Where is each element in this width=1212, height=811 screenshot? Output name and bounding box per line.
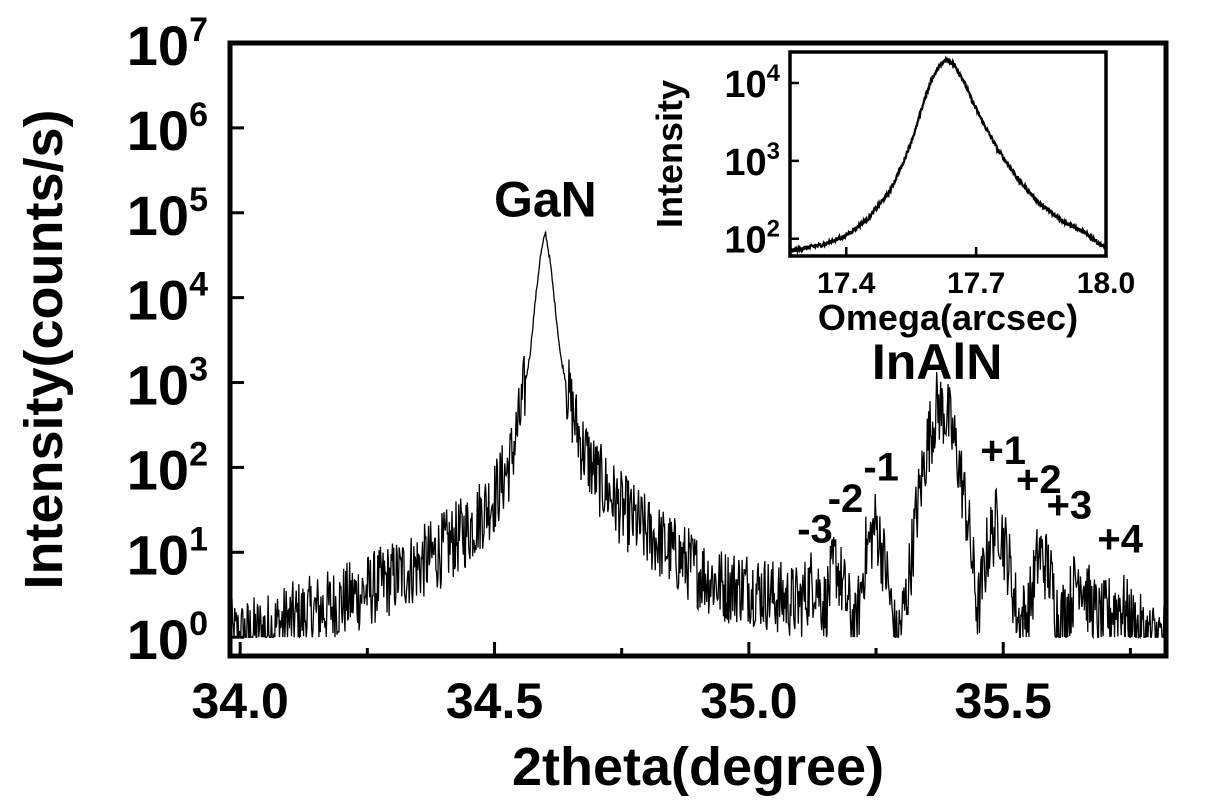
main-trace xyxy=(229,231,1167,640)
y-tick-label: 102 xyxy=(724,216,780,262)
main-ticks: 34.0 34.5 35.0 35.5 100 101 102 103 104 105 106 107 xyxy=(127,11,1132,729)
inset-background xyxy=(790,52,1106,256)
main-plot-frame xyxy=(227,40,1169,659)
y-tick-label: 103 xyxy=(724,138,780,184)
y-tick-label: 106 xyxy=(127,96,208,162)
inset-ticks: 17.4 17.7 18.0 102 103 104 xyxy=(724,60,1135,300)
x-tick-label: 34.5 xyxy=(446,673,543,729)
y-tick-label: 104 xyxy=(724,60,780,106)
y-tick-label: 102 xyxy=(127,435,208,501)
y-tick-label: 101 xyxy=(127,520,208,586)
inset-y-axis-label: Intensity xyxy=(649,80,690,228)
annotation-label: -1 xyxy=(863,446,899,490)
y-tick-label: 107 xyxy=(127,11,208,77)
annotation-label: +2 xyxy=(1016,458,1062,502)
annotation-label: -2 xyxy=(828,477,864,521)
y-tick-label: 103 xyxy=(127,351,208,417)
annotation-label: InAlN xyxy=(872,334,1003,390)
inset-trace xyxy=(788,55,1108,255)
x-tick-label: 18.0 xyxy=(1077,267,1135,300)
x-tick-label: 17.4 xyxy=(817,267,876,300)
annotation-label: +3 xyxy=(1047,484,1093,528)
main-annotations: GaN InAlN -3-2-1 +1+2+3+4 xyxy=(494,172,1144,562)
annotation-label: -3 xyxy=(797,508,833,552)
inset-x-axis-label: Omega(arcsec) xyxy=(818,297,1078,338)
main-x-axis-label: 2theta(degree) xyxy=(512,737,884,797)
y-tick-label: 104 xyxy=(127,266,208,332)
y-tick-label: 105 xyxy=(127,181,208,247)
inset-trace-layer xyxy=(788,55,1108,255)
x-tick-label: 17.7 xyxy=(947,267,1005,300)
inset-plot-frame xyxy=(788,50,1108,258)
annotation-label: +1 xyxy=(980,429,1026,473)
x-tick-label: 35.0 xyxy=(700,673,797,729)
y-tick-label: 100 xyxy=(127,605,208,671)
main-y-axis-label: Intensity(counts/s) xyxy=(14,109,74,589)
annotation-label: GaN xyxy=(494,172,597,228)
annotation-label: +4 xyxy=(1097,517,1143,561)
main-chart: 34.0 34.5 35.0 35.5 100 101 102 103 104 105 106 107… xyxy=(14,11,1169,797)
inset-chart: 17.4 17.7 18.0 102 103 104 Omega(arcsec) Inte… xyxy=(649,50,1135,338)
x-tick-label: 35.5 xyxy=(955,673,1052,729)
x-tick-label: 34.0 xyxy=(192,673,289,729)
main-trace-layer xyxy=(229,231,1167,640)
